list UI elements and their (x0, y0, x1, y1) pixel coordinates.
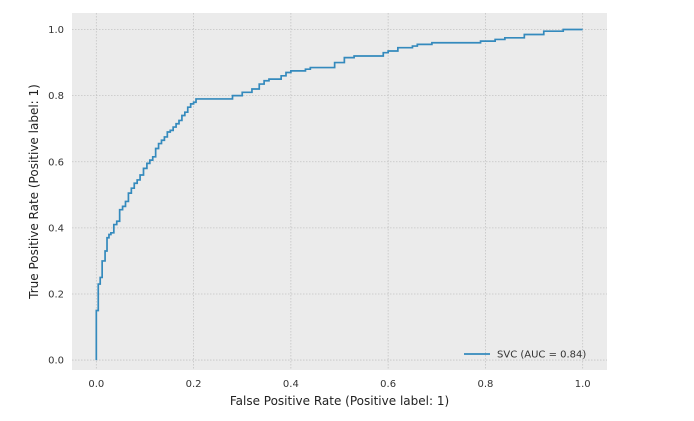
legend: SVC (AUC = 0.84) (464, 350, 586, 361)
x-axis-ticks: 0.0 0.2 0.4 0.6 0.8 1.0 (88, 379, 590, 390)
x-tick-label: 0.0 (88, 379, 104, 390)
y-axis-ticks: 0.0 0.2 0.4 0.6 0.8 1.0 (48, 25, 64, 367)
grid-lines (72, 13, 607, 370)
roc-series-line (95, 28, 583, 361)
y-tick-label: 0.2 (48, 289, 64, 300)
x-tick-label: 1.0 (575, 379, 591, 390)
x-tick-label: 0.6 (380, 379, 396, 390)
y-tick-label: 0.0 (48, 356, 64, 367)
x-tick-label: 0.2 (186, 379, 202, 390)
legend-entry-label: SVC (AUC = 0.84) (497, 350, 586, 361)
y-tick-label: 0.6 (48, 157, 64, 168)
plot-area (72, 13, 607, 370)
x-tick-label: 0.8 (477, 379, 493, 390)
y-tick-label: 1.0 (48, 25, 64, 36)
x-tick-label: 0.4 (283, 379, 299, 390)
y-tick-label: 0.4 (48, 223, 64, 234)
y-axis-label: True Positive Rate (Positive label: 1) (27, 84, 41, 300)
y-tick-label: 0.8 (48, 91, 64, 102)
series-layer (95, 28, 583, 361)
x-axis-label: False Positive Rate (Positive label: 1) (230, 394, 449, 408)
